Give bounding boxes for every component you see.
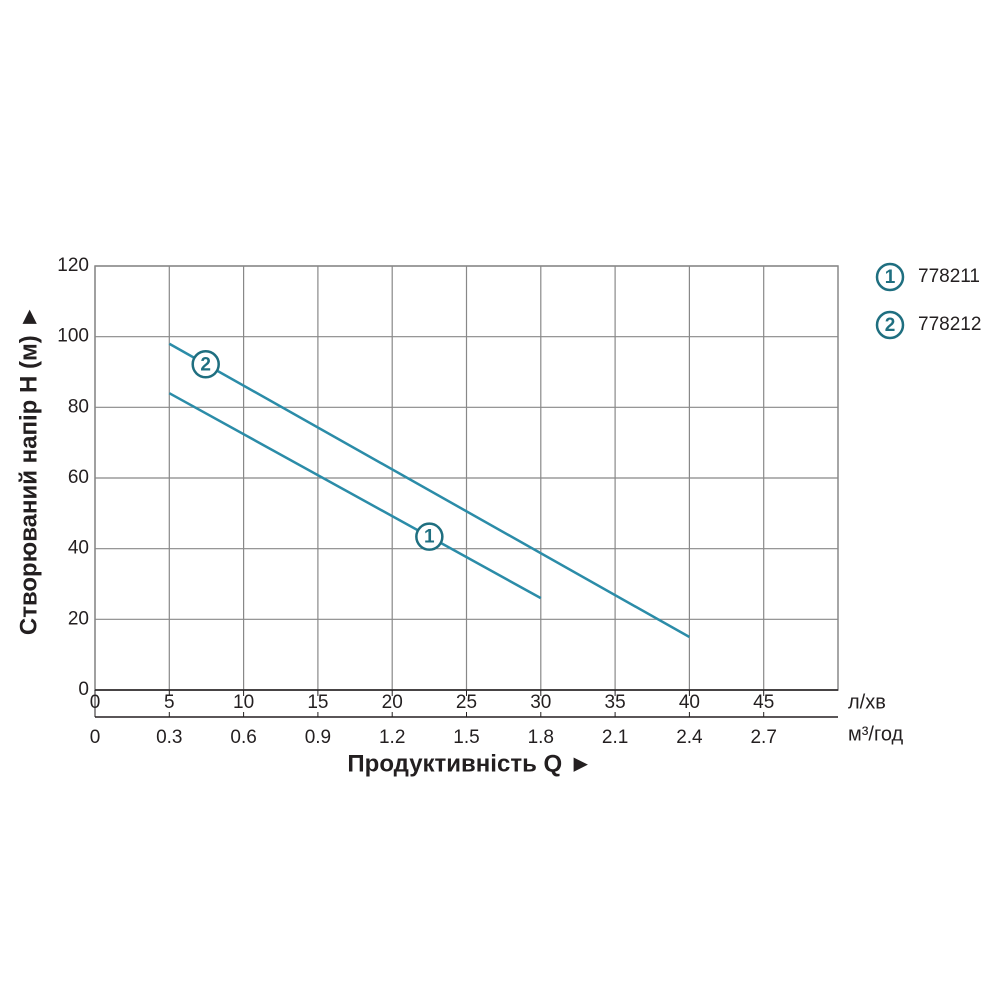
series-line bbox=[168, 392, 542, 600]
series-badge-label: 1 bbox=[424, 527, 435, 548]
legend-label: 778211 bbox=[918, 266, 980, 287]
x-tick-label: 25 bbox=[456, 692, 477, 713]
x-tick-label: 45 bbox=[753, 692, 774, 713]
series-badge-label: 2 bbox=[200, 354, 211, 375]
x2-tick-label: 2.7 bbox=[750, 727, 776, 748]
x2-tick-label: 0.9 bbox=[305, 727, 331, 748]
series-badge bbox=[875, 310, 905, 340]
x-tick-label: 15 bbox=[307, 692, 328, 713]
x2-tick-label: 1.5 bbox=[453, 727, 479, 748]
y-tick-label: 120 bbox=[57, 255, 89, 276]
x-tick-label: 35 bbox=[605, 692, 626, 713]
series-badge bbox=[415, 522, 444, 551]
x2-unit: м³/год bbox=[848, 723, 904, 745]
x2-tick-label: 2.4 bbox=[676, 727, 703, 748]
legend-label: 778212 bbox=[918, 314, 981, 335]
y-tick-label: 100 bbox=[57, 326, 89, 347]
y-tick-label: 20 bbox=[68, 608, 89, 629]
x-tick-label: 5 bbox=[164, 692, 175, 713]
x-tick-label: 10 bbox=[233, 692, 254, 713]
y-tick-label: 0 bbox=[78, 679, 89, 700]
x-tick-label: 20 bbox=[382, 692, 403, 713]
x2-tick-label: 0 bbox=[90, 727, 101, 748]
x-axis-title: Продуктивність Q ► bbox=[347, 750, 592, 777]
series-line bbox=[168, 342, 691, 639]
y-axis-title: Створюваний напір H (м) ► bbox=[15, 305, 42, 635]
x2-tick-label: 0.6 bbox=[230, 727, 256, 748]
x2-tick-label: 1.2 bbox=[379, 727, 405, 748]
x2-tick-label: 1.8 bbox=[528, 727, 554, 748]
series-badge bbox=[191, 350, 220, 379]
series-badge-label: 1 bbox=[885, 267, 896, 288]
x-tick-label: 30 bbox=[530, 692, 551, 713]
x2-tick-label: 2.1 bbox=[602, 727, 628, 748]
x-unit: л/хв bbox=[848, 691, 886, 713]
y-tick-label: 40 bbox=[68, 538, 89, 559]
x2-tick-label: 0.3 bbox=[156, 727, 182, 748]
series-badge bbox=[875, 262, 905, 292]
y-tick-label: 80 bbox=[68, 396, 89, 417]
series-badge-label: 2 bbox=[885, 315, 896, 336]
y-tick-label: 60 bbox=[68, 467, 89, 488]
x-tick-label: 40 bbox=[679, 692, 700, 713]
